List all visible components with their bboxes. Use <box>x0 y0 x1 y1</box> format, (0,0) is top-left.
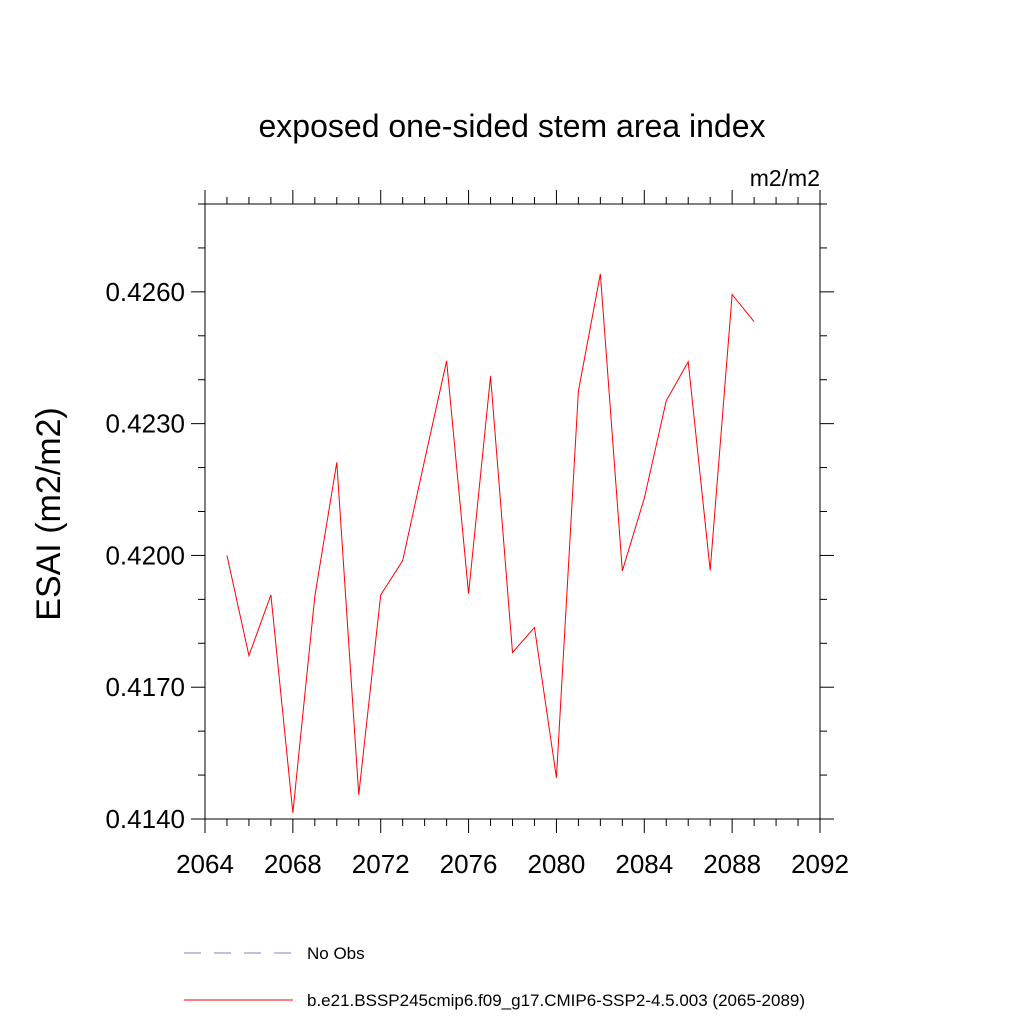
x-tick-label: 2072 <box>352 849 410 879</box>
x-tick-label: 2064 <box>176 849 234 879</box>
legend-label-0: b.e21.BSSP245cmip6.f09_g17.CMIP6-SSP2-4.… <box>307 991 805 1010</box>
legend-label-1: No Obs <box>307 944 365 963</box>
chart-title: exposed one-sided stem area index <box>259 108 766 144</box>
x-tick-label: 2076 <box>440 849 498 879</box>
series-lines <box>226 273 755 813</box>
y-tick-label: 0.4140 <box>105 804 185 834</box>
plot-border <box>204 203 821 820</box>
x-tick-label: 2092 <box>791 849 849 879</box>
y-tick-label: 0.4230 <box>105 409 185 439</box>
y-axis-label: ESAI (m2/m2) <box>30 407 68 620</box>
x-tick-label: 2084 <box>615 849 673 879</box>
axis-ticks: 2064 2068 2072 2076 2080 2084 2088 2092 0.4140 0.… <box>105 190 849 879</box>
x-tick-label: 2068 <box>264 849 322 879</box>
legend: No Obs b.e21.BSSP245cmip6.f09_g17.CMIP6-S… <box>184 944 805 1010</box>
x-tick-label: 2088 <box>703 849 761 879</box>
units-label: m2/m2 <box>750 165 820 191</box>
series-line-0 <box>226 273 755 813</box>
y-tick-label: 0.4260 <box>105 277 185 307</box>
plot-frame <box>204 203 821 820</box>
y-tick-label: 0.4200 <box>105 540 185 570</box>
x-tick-label: 2080 <box>528 849 586 879</box>
y-tick-label: 0.4170 <box>105 672 185 702</box>
